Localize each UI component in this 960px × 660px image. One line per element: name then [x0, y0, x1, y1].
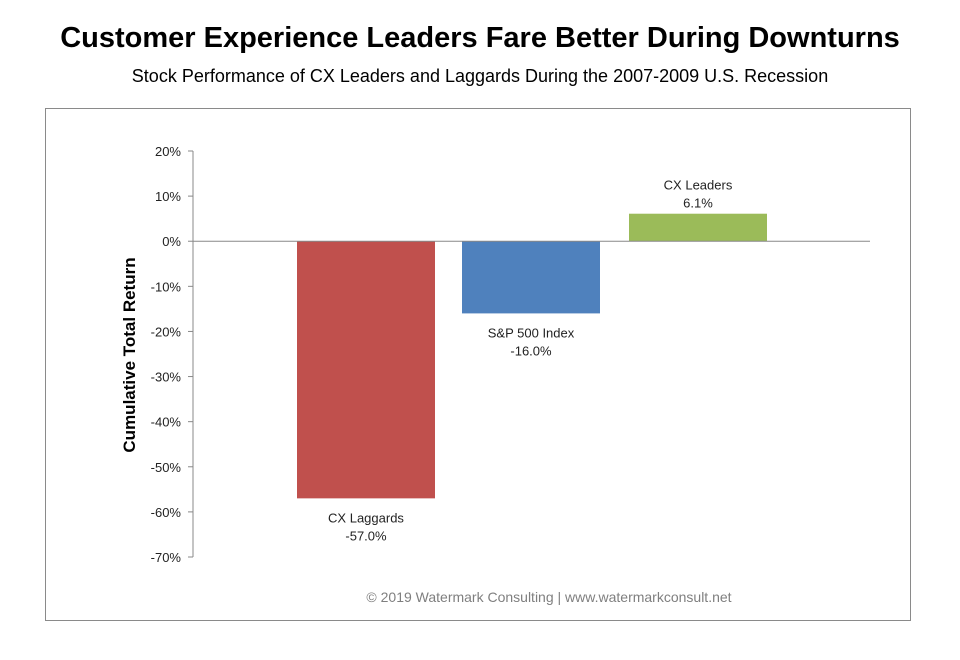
y-tick-label: -50%	[151, 460, 182, 475]
chart-title: Customer Experience Leaders Fare Better …	[60, 22, 900, 54]
copyright-footer: © 2019 Watermark Consulting | www.waterm…	[366, 589, 731, 605]
y-tick-label: -10%	[151, 279, 182, 294]
y-tick-label: -30%	[151, 370, 182, 385]
data-label: -57.0%	[345, 528, 387, 543]
chart-subtitle: Stock Performance of CX Leaders and Lagg…	[131, 66, 829, 86]
y-axis-label: Cumulative Total Return	[120, 257, 139, 452]
y-tick-label: -70%	[151, 550, 182, 565]
y-tick-label: -40%	[151, 415, 182, 430]
y-tick-label: 10%	[155, 189, 181, 204]
bar-s-p-500-index	[462, 241, 600, 314]
category-label: CX Leaders	[664, 178, 733, 193]
category-label: CX Laggards	[328, 510, 404, 525]
y-tick-label: -60%	[151, 505, 182, 520]
y-tick-label: -20%	[151, 324, 182, 339]
y-tick-label: 20%	[155, 144, 181, 159]
bar-cx-leaders	[629, 213, 767, 242]
y-tick-label: 0%	[162, 234, 181, 249]
data-label: 6.1%	[683, 196, 713, 211]
chart-frame	[45, 108, 911, 621]
bar-cx-laggards	[297, 241, 435, 499]
category-label: S&P 500 Index	[488, 325, 575, 340]
data-label: -16.0%	[510, 343, 552, 358]
